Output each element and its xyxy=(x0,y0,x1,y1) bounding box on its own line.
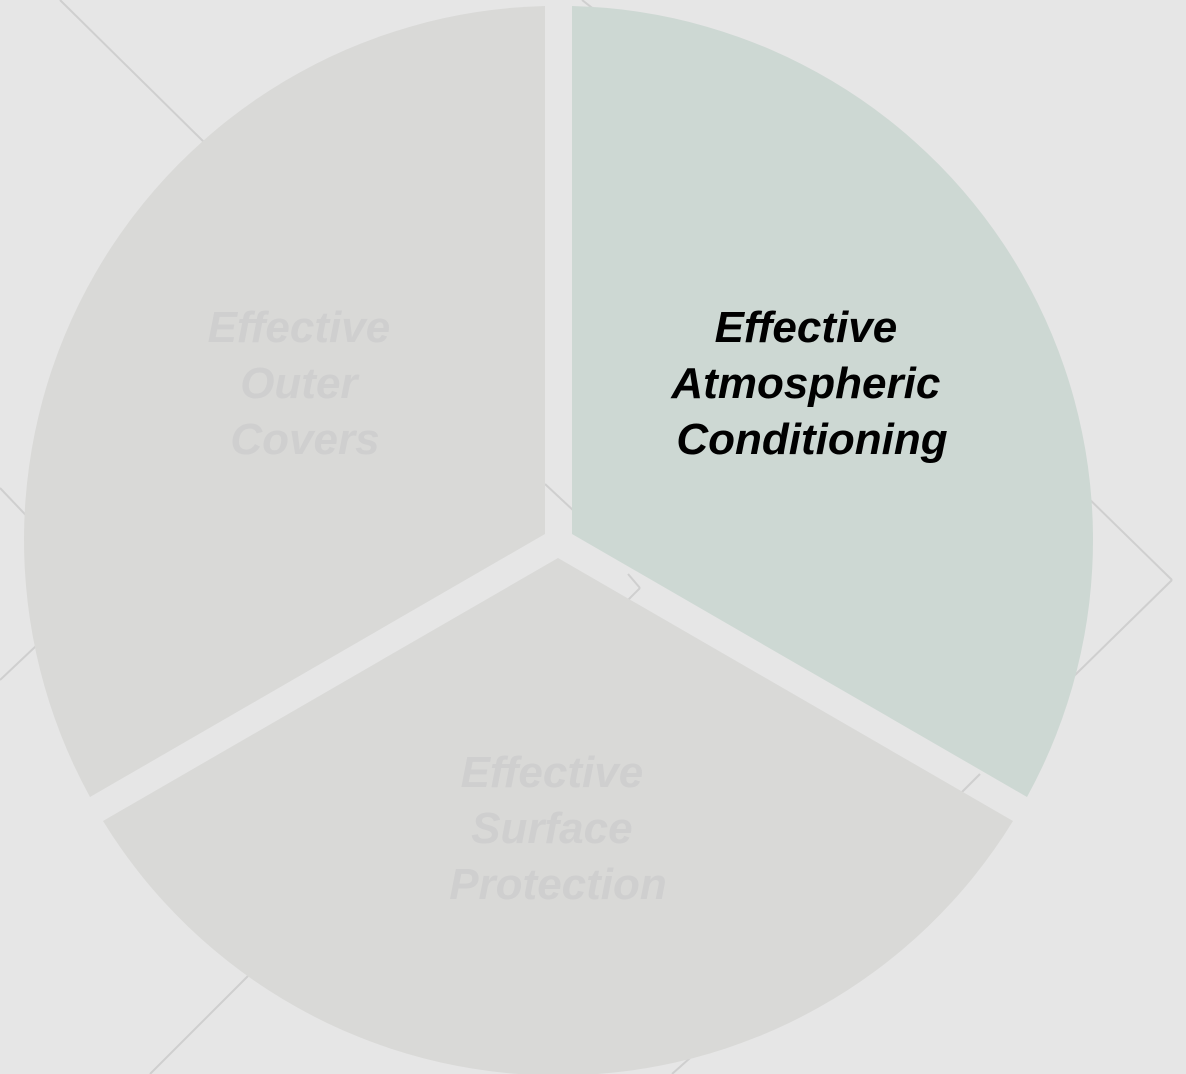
segment-outer-covers-label-line: Outer xyxy=(240,359,360,408)
segment-atmospheric-conditioning-label-line: Effective xyxy=(715,303,898,352)
segment-atmospheric-conditioning-label-line: Atmospheric xyxy=(670,359,940,408)
segment-atmospheric-conditioning-label: Effective Atmospheric Conditioning xyxy=(670,303,952,464)
segment-outer-covers-label: Effective Outer Covers xyxy=(208,303,403,464)
segment-surface-protection-label-line: Surface xyxy=(471,804,632,853)
segment-outer-covers-label-line: Effective xyxy=(208,303,391,352)
segment-outer-covers-label-line: Covers xyxy=(230,415,379,464)
segment-surface-protection[interactable] xyxy=(103,558,1013,1074)
segment-atmospheric-conditioning-label-line: Conditioning xyxy=(676,415,947,464)
segment-surface-protection-label-line: Effective xyxy=(461,748,644,797)
segment-surface-protection-label-line: Protection xyxy=(449,860,667,909)
segment-outer-covers[interactable] xyxy=(24,6,545,797)
segment-surface-protection-label: Effective Surface Protection xyxy=(449,748,667,909)
segments xyxy=(24,6,1093,1074)
segment-atmospheric-conditioning[interactable] xyxy=(572,6,1093,797)
segment-labels: Effective Outer Covers Effective Atmosph… xyxy=(208,303,952,909)
